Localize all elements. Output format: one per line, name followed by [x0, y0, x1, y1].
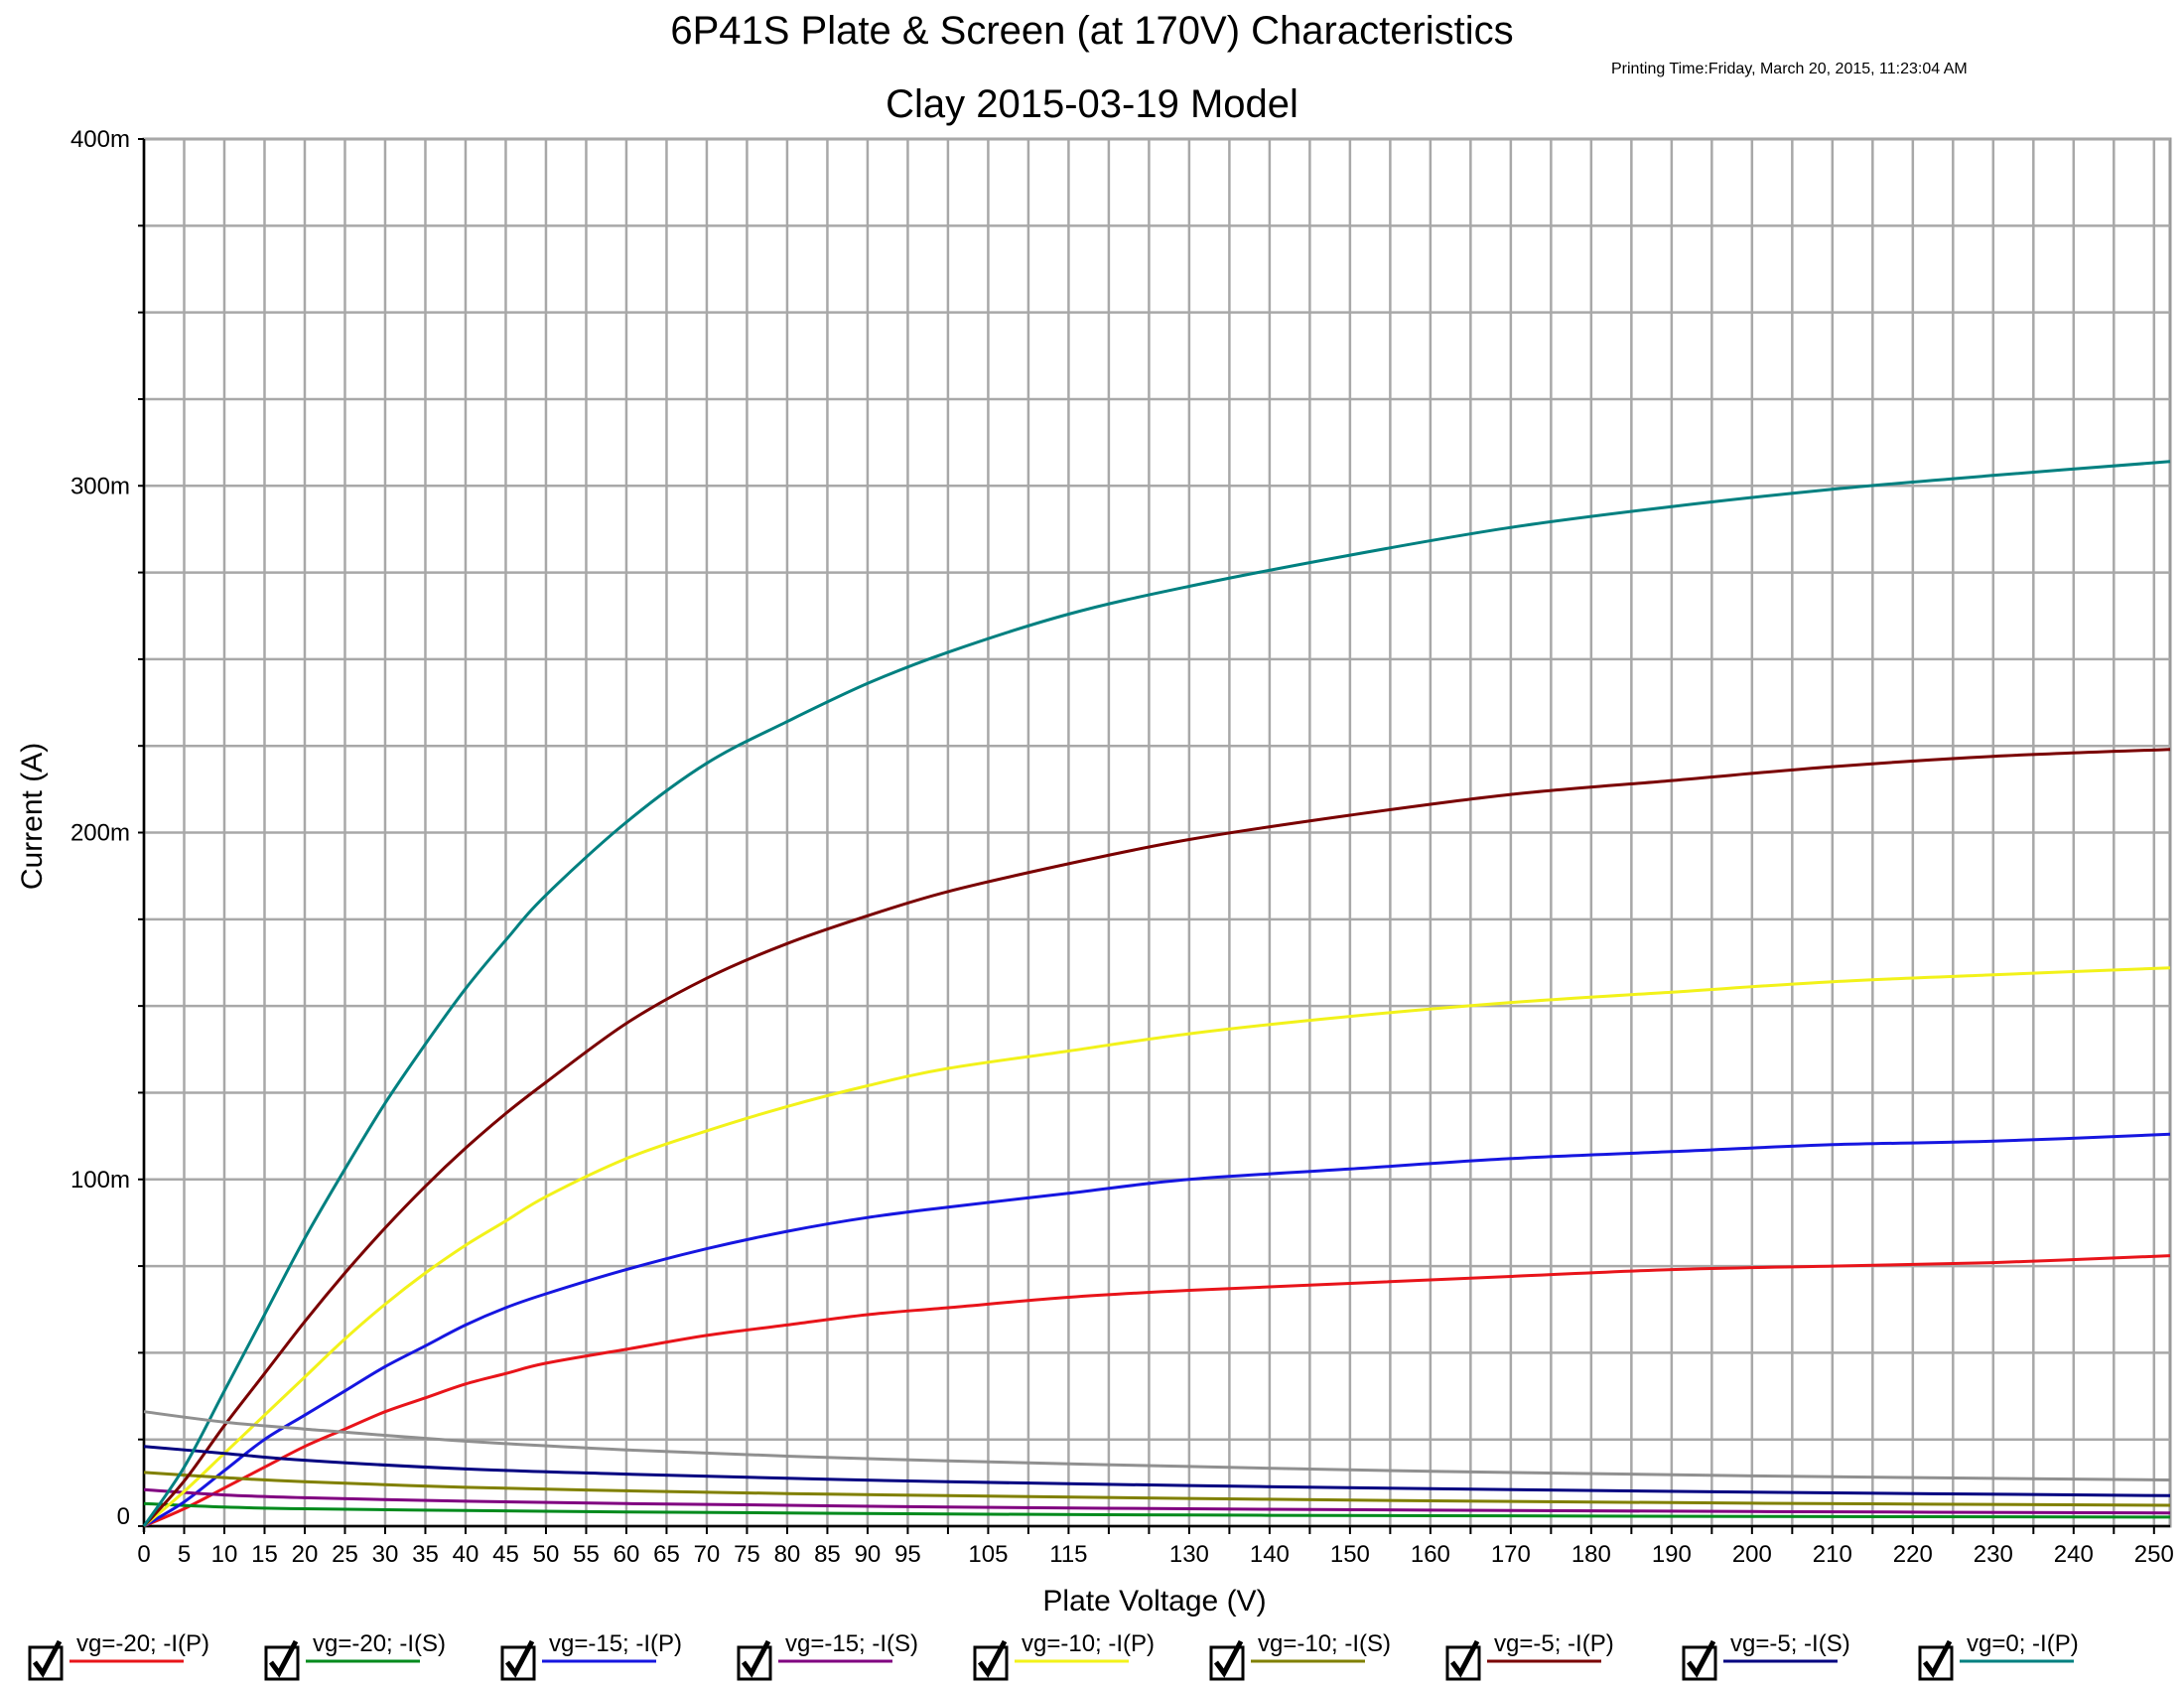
x-tick-label: 230 [1974, 1541, 2013, 1568]
legend-label: vg=-20; -I(P) [76, 1630, 209, 1657]
x-tick-label: 40 [453, 1541, 479, 1568]
series-line [143, 1445, 2171, 1497]
legend-label: vg=-5; -I(P) [1494, 1630, 1614, 1657]
checkmark-icon [977, 1639, 1008, 1678]
x-tick-label: 65 [653, 1541, 680, 1568]
x-tick-label: 150 [1330, 1541, 1370, 1568]
x-tick-label: 105 [968, 1541, 1008, 1568]
legend-checkbox[interactable] [1445, 1639, 1481, 1681]
series-line [142, 460, 2171, 1527]
x-tick-label: 20 [292, 1541, 319, 1568]
series-line [143, 1471, 2171, 1507]
legend-checkbox[interactable] [1209, 1639, 1245, 1681]
x-tick-label: 15 [251, 1541, 278, 1568]
legend-label: vg=-15; -I(P) [549, 1630, 682, 1657]
y-tick-label: 100m [70, 1167, 130, 1194]
axes: 0 100m 200m 300m 400m 0 5 10 15 20 25 30 35 40 45 50 55 6… [70, 126, 2174, 1568]
x-tick-label: 90 [855, 1541, 882, 1568]
legend-label: vg=-10; -I(P) [1022, 1630, 1155, 1657]
series-line [143, 1501, 2171, 1519]
y-tick-label: 300m [70, 473, 130, 499]
legend-checkbox[interactable] [264, 1639, 300, 1681]
x-tick-label: 35 [412, 1541, 439, 1568]
chart-subtitle: Clay 2015-03-19 Model [886, 82, 1298, 126]
checkmark-icon [1449, 1639, 1480, 1678]
series-line [143, 1410, 2171, 1481]
x-tick-label: 45 [492, 1541, 519, 1568]
x-tick-label: 30 [372, 1541, 399, 1568]
legend-checkbox[interactable] [28, 1639, 64, 1681]
x-tick-label: 70 [694, 1541, 721, 1568]
x-tick-label: 50 [533, 1541, 560, 1568]
y-tick-label: 400m [70, 126, 130, 153]
x-tick-label: 10 [211, 1541, 238, 1568]
legend-label: vg=-5; -I(S) [1730, 1630, 1850, 1657]
x-tick-label: 140 [1250, 1541, 1290, 1568]
legend-checkbox[interactable] [973, 1639, 1009, 1681]
x-tick-label: 25 [332, 1541, 358, 1568]
x-tick-label: 240 [2054, 1541, 2094, 1568]
checkmark-icon [741, 1639, 771, 1678]
checkmark-icon [1213, 1639, 1244, 1678]
y-tick-label: 200m [70, 820, 130, 847]
grid [142, 137, 2172, 1528]
checkmark-icon [32, 1639, 63, 1678]
x-tick-label: 85 [814, 1541, 841, 1568]
legend-label: vg=-20; -I(S) [313, 1630, 446, 1657]
series-line [143, 1487, 2171, 1515]
series-line [143, 1132, 2171, 1528]
y-axis-title: Current (A) [16, 743, 49, 890]
series-line [143, 966, 2171, 1528]
x-tick-label: 160 [1411, 1541, 1450, 1568]
legend-label: vg=-10; -I(S) [1258, 1630, 1391, 1657]
legend: vg=-20; -I(P) vg=-20; -I(S) vg=-15; -I(P) v… [28, 1630, 2079, 1681]
x-tick-label: 55 [573, 1541, 600, 1568]
x-tick-label: 5 [178, 1541, 191, 1568]
x-tick-label: 95 [894, 1541, 921, 1568]
x-tick-label: 190 [1652, 1541, 1692, 1568]
checkmark-icon [504, 1639, 535, 1678]
legend-checkbox[interactable] [737, 1639, 772, 1681]
x-tick-label: 115 [1049, 1541, 1087, 1568]
checkmark-icon [1922, 1639, 1953, 1678]
checkmark-icon [268, 1639, 299, 1678]
series-line [143, 1254, 2171, 1528]
x-tick-label: 75 [734, 1541, 760, 1568]
x-tick-label: 180 [1571, 1541, 1611, 1568]
x-axis-title: Plate Voltage (V) [1042, 1585, 1266, 1618]
x-tick-label: 220 [1893, 1541, 1933, 1568]
legend-checkbox[interactable] [1918, 1639, 1954, 1681]
series-line [142, 748, 2171, 1527]
x-tick-label: 60 [614, 1541, 640, 1568]
series-group [142, 460, 2171, 1528]
y-tick-label: 0 [117, 1503, 130, 1530]
x-tick-label: 210 [1813, 1541, 1852, 1568]
print-time: Printing Time:Friday, March 20, 2015, 11… [1611, 61, 1968, 77]
x-tick-label: 80 [774, 1541, 801, 1568]
x-tick-label: 170 [1491, 1541, 1531, 1568]
legend-checkbox[interactable] [1682, 1639, 1717, 1681]
x-tick-label: 130 [1169, 1541, 1209, 1568]
legend-label: vg=0; -I(P) [1967, 1630, 2079, 1657]
checkmark-icon [1686, 1639, 1716, 1678]
legend-label: vg=-15; -I(S) [785, 1630, 918, 1657]
x-tick-label: 0 [137, 1541, 150, 1568]
chart-title: 6P41S Plate & Screen (at 170V) Character… [670, 9, 1513, 53]
legend-checkbox[interactable] [500, 1639, 536, 1681]
x-tick-label: 250 [2134, 1541, 2174, 1568]
x-tick-label: 200 [1732, 1541, 1772, 1568]
